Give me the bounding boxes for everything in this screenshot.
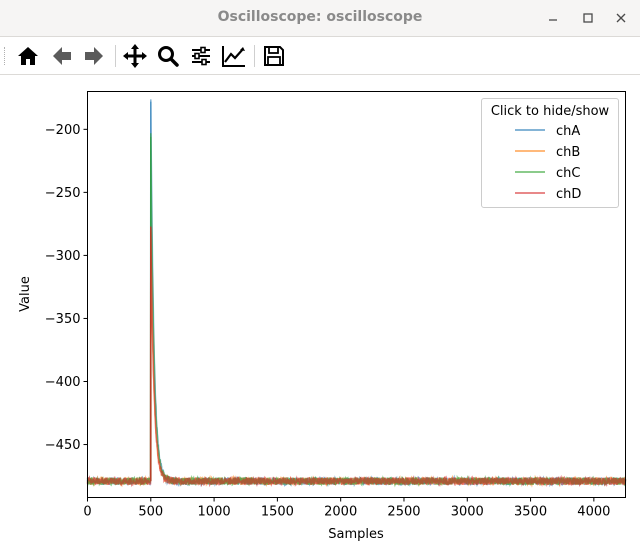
legend-label: chA: [556, 124, 580, 139]
maximize-button[interactable]: [576, 6, 600, 30]
pan-icon: [123, 44, 147, 68]
minimize-button[interactable]: [541, 6, 565, 30]
legend: Click to hide/show chA chB chC chD: [481, 98, 619, 208]
trace-chD[interactable]: [86, 227, 627, 488]
maximize-icon: [583, 13, 593, 23]
close-icon: [616, 13, 626, 23]
x-axis: 0 500 1000 1500 2000 2500 3000 3500 4000: [83, 497, 610, 520]
trace-chB[interactable]: [86, 232, 626, 488]
oscilloscope-chart[interactable]: 0 500 1000 1500 2000 2500 3000 3500 4000 −200 −25…: [0, 75, 640, 556]
title-bar: Oscilloscope: oscilloscope: [0, 0, 640, 37]
save-icon: [264, 46, 284, 66]
x-tick-label: 1000: [198, 505, 231, 520]
forward-button[interactable]: [80, 42, 108, 70]
save-button[interactable]: [260, 42, 288, 70]
axes-frame: [87, 91, 626, 498]
legend-entry-chC[interactable]: chC: [515, 166, 580, 181]
legend-box: [481, 98, 619, 208]
pan-button[interactable]: [121, 42, 149, 70]
back-arrow-icon: [53, 47, 71, 65]
home-icon: [18, 47, 38, 65]
legend-title: Click to hide/show: [491, 104, 610, 119]
toolbar-separator: [254, 45, 255, 67]
subplots-icon: [192, 46, 210, 66]
legend-label: chC: [556, 166, 580, 181]
y-tick-label: −450: [45, 438, 81, 453]
y-tick-label: −300: [45, 249, 81, 264]
home-button[interactable]: [14, 42, 42, 70]
x-tick-label: 4000: [577, 505, 610, 520]
y-tick-label: −200: [45, 123, 81, 138]
x-tick-label: 0: [83, 505, 91, 520]
y-tick-label: −400: [45, 375, 81, 390]
axes-edit-button[interactable]: [220, 42, 248, 70]
x-tick-label: 3500: [514, 505, 547, 520]
forward-arrow-icon: [85, 47, 103, 65]
navigation-toolbar: [0, 37, 640, 75]
legend-entry-chA[interactable]: chA: [515, 124, 580, 139]
zoom-icon: [158, 46, 179, 67]
window-title: Oscilloscope: oscilloscope: [217, 9, 423, 25]
toolbar-separator: [115, 45, 116, 67]
zoom-button[interactable]: [154, 42, 182, 70]
trace-group: [86, 99, 627, 488]
x-tick-label: 1500: [261, 505, 294, 520]
y-axis: −200 −250 −300 −350 −400 −450: [45, 123, 88, 453]
y-tick-label: −250: [45, 186, 81, 201]
toolbar-grip[interactable]: [4, 47, 8, 65]
legend-label: chD: [556, 187, 581, 202]
y-axis-label: Value: [18, 276, 33, 312]
x-axis-label: Samples: [328, 527, 384, 542]
minimize-icon: [549, 19, 557, 21]
x-tick-label: 2500: [387, 505, 420, 520]
axes-edit-icon: [222, 46, 245, 67]
x-tick-label: 2000: [324, 505, 357, 520]
legend-entry-chB[interactable]: chB: [515, 145, 580, 160]
back-button[interactable]: [48, 42, 76, 70]
legend-label: chB: [556, 145, 580, 160]
x-tick-label: 3000: [451, 505, 484, 520]
subplots-button[interactable]: [187, 42, 215, 70]
y-tick-label: −350: [45, 312, 81, 327]
close-button[interactable]: [609, 6, 633, 30]
figure-canvas[interactable]: 0 500 1000 1500 2000 2500 3000 3500 4000 −200 −25…: [0, 75, 640, 556]
legend-entry-chD[interactable]: chD: [515, 187, 581, 202]
x-tick-label: 500: [138, 505, 163, 520]
